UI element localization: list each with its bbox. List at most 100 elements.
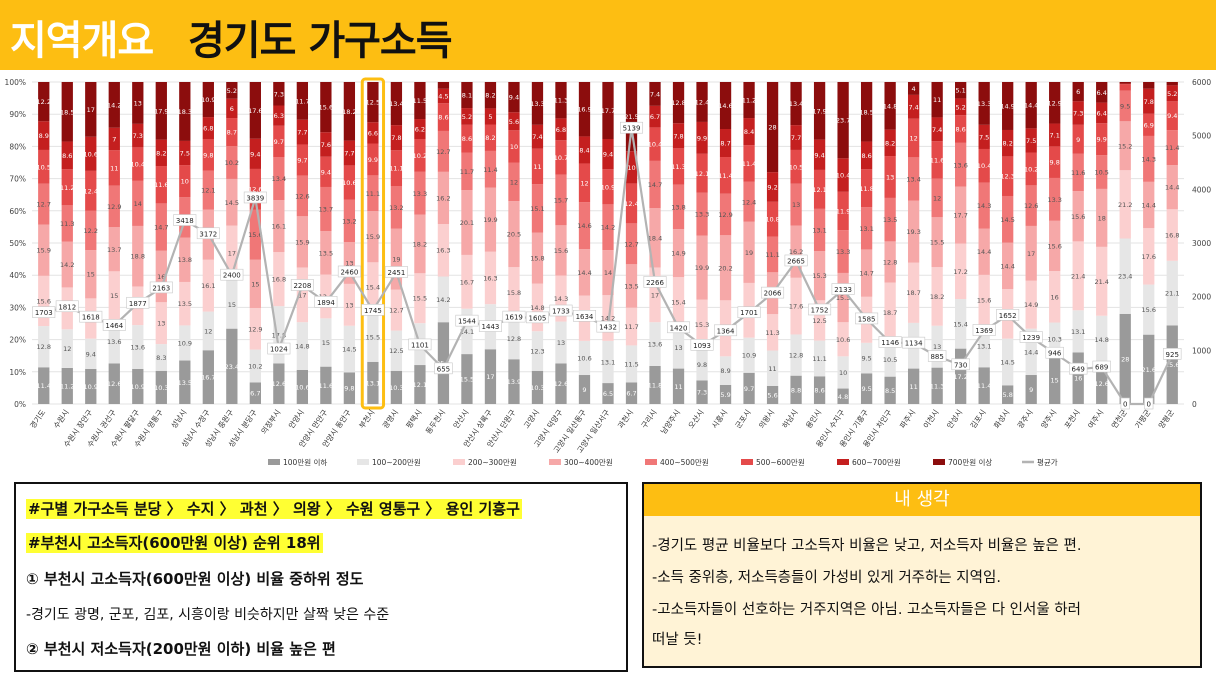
segment-value-label: 12.6 [272,380,286,388]
bar-segment [578,202,591,250]
segment-value-label: 14.3 [554,295,568,303]
bar-segment [907,94,920,119]
segment-value-label: 4 [912,85,916,93]
segment-value-label: 6.7 [626,390,636,398]
segment-value-label: 16.9 [577,106,591,114]
segment-value-label: 13.2 [389,204,403,212]
average-label-box [55,300,79,313]
average-label-box [1045,346,1064,359]
bar-segment [390,289,403,331]
segment-value-label: 14.4 [577,269,591,277]
segment-value-label: 8.2 [885,139,895,147]
bar-segment [719,193,732,236]
bar-segment [484,82,497,109]
average-value-label: 946 [1048,350,1062,358]
segment-value-label: 14.5 [1000,358,1014,366]
segment-value-label: 11 [110,164,118,172]
bar-segment [766,350,779,386]
average-label-box [667,321,691,334]
segment-value-label: 8.5 [885,387,895,395]
segment-value-label: 10.6 [342,179,356,187]
segment-value-label: 10.9 [742,352,756,360]
bar-segment [578,249,591,296]
bar-segment [390,125,403,151]
segment-value-label: 9.9 [368,156,378,164]
highlight [360,77,386,410]
bar-segment [108,227,120,272]
average-label-box [455,314,479,327]
bar-segment [1025,152,1037,186]
bar-segment [132,368,144,404]
average-label-box [927,350,947,362]
segment-value-label: 14.4 [1165,184,1179,192]
right-tick-label: 0 [1192,400,1197,409]
bar-segment [649,82,661,106]
segment-value-label: 8.3 [156,354,166,362]
average-value-label: 2208 [293,282,311,290]
summary-box: #구별 가구소득 분당 〉 수지 〉 과천 〉 의왕 〉 수원 영통구 〉 용인… [14,482,628,672]
bar-segment [978,82,990,125]
segment-value-label: 10.9 [84,383,98,391]
average-value-label: 2066 [764,290,782,298]
segment-value-label: 17 [1027,250,1035,258]
bar-segment [1002,82,1014,130]
bar-segment [296,216,309,268]
segment-value-label: 10.4 [648,141,662,149]
average-value-label: 1364 [717,327,735,335]
bar-segment [85,250,97,299]
bar-segment [508,201,520,268]
bar-segment [743,82,755,119]
bar-segment [85,338,97,369]
bar-segment [766,314,779,351]
segment-value-label: 11.6 [154,181,168,189]
bar-segment [226,82,238,99]
bar-segment [320,231,332,275]
segment-value-label: 13.6 [953,161,967,169]
average-value-label: 0 [1147,401,1151,409]
segment-value-label: 13.5 [319,249,333,257]
bar-segment [437,82,450,89]
segment-value-label: 11 [533,163,541,171]
average-label-box [1069,362,1088,375]
segment-value-label: 7.4 [908,103,918,111]
bar-segment [343,325,356,373]
bar-segment [61,205,73,242]
segment-value-label: 14.7 [648,181,662,189]
bar-segment [743,181,755,222]
bar-segment [85,368,97,404]
bar-segment [602,204,614,251]
segment-value-label: 14.2 [60,261,74,269]
segment-value-label: 15 [251,280,259,288]
bar-segment [1166,82,1178,86]
category-label: 경기도 [27,407,47,430]
segment-value-label: 6.8 [203,125,213,133]
bar-segment [343,165,356,200]
segment-value-label: 10 [510,143,518,151]
segment-value-label: 11.3 [671,163,685,171]
bar-segment [273,306,285,364]
bar-segment [85,210,97,251]
bar-segment [461,82,473,109]
bar-segment [273,125,285,158]
segment-value-label: 12.6 [248,186,262,194]
bar-segment [1025,280,1037,329]
segment-value-label: 11.1 [389,165,403,173]
average-value-label: 1634 [576,313,594,321]
bar-segment [672,326,685,369]
legend-label: 300~400만원 [564,458,613,467]
segment-value-label: 10.6 [836,336,850,344]
segment-value-label: 13.1 [1071,328,1085,336]
bar-segment [1119,313,1131,404]
bar-segment [978,325,990,368]
bar-segment [226,280,238,329]
segment-value-label: 13 [345,301,353,309]
bar-segment [672,184,685,230]
bar-segment [884,282,896,343]
average-label-box [878,336,902,348]
bar-segment [179,140,191,166]
average-label-box [79,310,103,323]
bar-segment [155,302,167,345]
bar-segment [1072,82,1084,102]
bar-segment [555,363,567,404]
